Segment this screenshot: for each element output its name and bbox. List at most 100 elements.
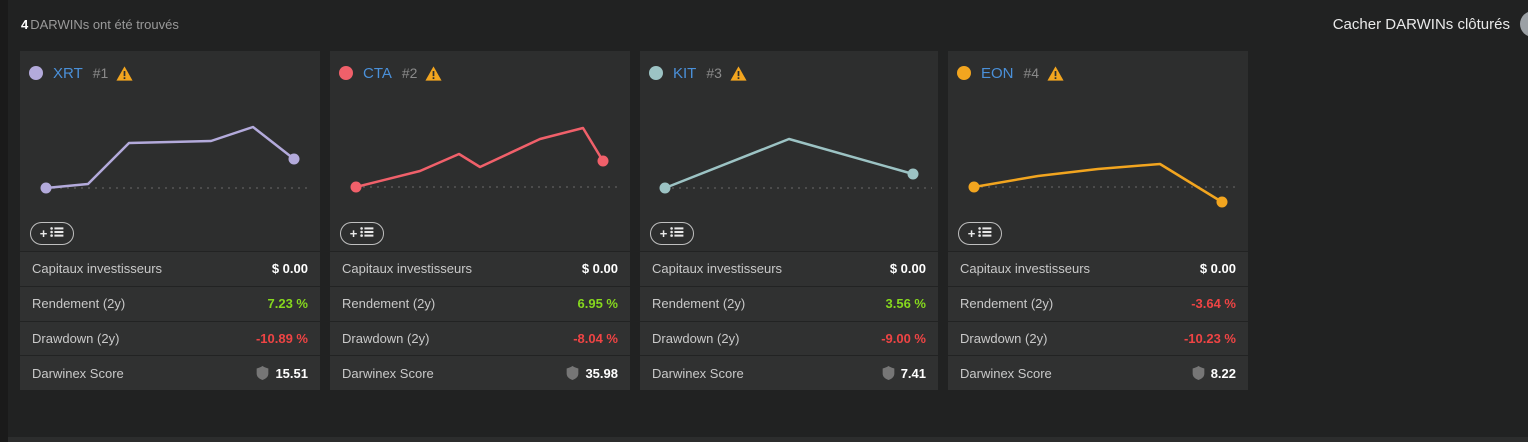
performance-sparkline-chart	[659, 137, 932, 194]
stat-value-capital: $ 0.00	[271, 261, 308, 277]
warning-icon[interactable]	[730, 65, 747, 81]
performance-sparkline-chart	[40, 125, 312, 194]
hide-closed-darwins-toggle-area: Cacher DARWINs clôturés	[1333, 11, 1528, 37]
darwin-rank: #1	[92, 65, 109, 81]
stat-value-score: 15.51	[275, 365, 308, 381]
add-to-watchlist-button[interactable]: +	[650, 222, 694, 245]
stat-value-capital: $ 0.00	[1199, 261, 1236, 277]
stat-value-drawdown: -10.89 %	[255, 330, 308, 346]
stat-value-capital: $ 0.00	[581, 261, 618, 277]
darwin-stats-table: Capitaux investisseurs $ 0.00 Rendement …	[640, 251, 938, 390]
stat-label: Rendement (2y)	[652, 296, 746, 312]
stat-value-drawdown: -8.04 %	[573, 330, 618, 346]
darwin-card: KIT #3 + Capitaux investisseurs $ 0.00 R…	[640, 51, 938, 390]
darwinex-score-shield-icon	[256, 366, 269, 381]
results-count-text: 4 DARWINs ont été trouvés	[21, 17, 179, 32]
plus-icon: +	[349, 225, 358, 241]
stat-value-return: -3.64 %	[1191, 296, 1236, 312]
darwin-ticker-link[interactable]: EON	[981, 64, 1014, 82]
stat-row-score: Darwinex Score 15.51	[20, 356, 320, 390]
results-count-label: DARWINs ont été trouvés	[30, 17, 179, 32]
darwin-ticker-link[interactable]: XRT	[53, 64, 83, 82]
darwinex-score-shield-icon	[566, 366, 579, 381]
add-to-list-icon	[978, 226, 992, 241]
darwin-card-header: EON #4	[948, 51, 1248, 95]
stat-label: Darwinex Score	[652, 365, 744, 381]
darwinex-score-shield-icon	[882, 366, 895, 381]
add-to-watchlist-button[interactable]: +	[30, 222, 74, 245]
darwin-rank: #4	[1023, 65, 1040, 81]
darwin-color-dot	[29, 66, 43, 80]
stat-value-score: 8.22	[1210, 365, 1236, 381]
darwin-card: EON #4 + Capitaux investisseurs $ 0.00 R…	[948, 51, 1248, 390]
warning-icon[interactable]	[425, 65, 443, 81]
plus-icon: +	[659, 225, 668, 241]
add-to-watchlist-button[interactable]: +	[340, 222, 384, 245]
hide-closed-darwins-label[interactable]: Cacher DARWINs clôturés	[1332, 15, 1510, 33]
stat-label: Capitaux investisseurs	[960, 261, 1091, 277]
stat-row-capital: Capitaux investisseurs $ 0.00	[640, 252, 938, 286]
stat-row-drawdown: Drawdown (2y) -9.00 %	[640, 321, 938, 356]
darwin-card-header: CTA #2	[330, 51, 630, 95]
hide-closed-darwins-toggle[interactable]	[1520, 11, 1528, 37]
stat-row-return: Rendement (2y) 7.23 %	[20, 286, 320, 321]
results-count-number: 4	[21, 17, 29, 32]
stat-row-return: Rendement (2y) -3.64 %	[948, 286, 1248, 321]
warning-icon[interactable]	[1047, 65, 1064, 81]
stat-label: Drawdown (2y)	[652, 330, 740, 346]
stat-value-score: 35.98	[585, 365, 618, 381]
stat-row-capital: Capitaux investisseurs $ 0.00	[20, 252, 320, 286]
stat-row-return: Rendement (2y) 6.95 %	[330, 286, 630, 321]
darwin-card: CTA #2 + Capitaux investisseurs $ 0.00 R…	[330, 51, 630, 390]
stat-value-drawdown: -9.00 %	[881, 330, 926, 346]
stat-row-capital: Capitaux investisseurs $ 0.00	[948, 252, 1248, 286]
stat-row-drawdown: Drawdown (2y) -10.23 %	[948, 321, 1248, 356]
stat-value-score: 7.41	[900, 365, 926, 381]
add-to-list-icon	[360, 226, 374, 241]
stat-row-score: Darwinex Score 35.98	[330, 356, 630, 390]
stat-label: Darwinex Score	[342, 365, 434, 381]
stat-row-drawdown: Drawdown (2y) -10.89 %	[20, 321, 320, 356]
darwin-rank: #2	[401, 65, 418, 81]
stat-label: Capitaux investisseurs	[32, 261, 163, 277]
stat-value-return: 3.56 %	[885, 296, 926, 312]
stat-label: Drawdown (2y)	[960, 330, 1048, 346]
darwin-card: XRT #1 + Capitaux investisseurs $ 0.00 R…	[20, 51, 320, 390]
warning-icon[interactable]	[116, 65, 133, 81]
darwin-stats-table: Capitaux investisseurs $ 0.00 Rendement …	[20, 251, 320, 390]
darwin-card-header: KIT #3	[640, 51, 938, 95]
add-to-list-icon	[50, 226, 64, 241]
darwin-ticker-link[interactable]: KIT	[673, 64, 697, 82]
darwin-color-dot	[649, 66, 663, 80]
darwin-stats-table: Capitaux investisseurs $ 0.00 Rendement …	[330, 251, 630, 390]
plus-icon: +	[967, 225, 976, 241]
stat-value-return: 7.23 %	[267, 296, 308, 312]
left-edge-strip	[0, 0, 8, 442]
add-to-watchlist-button[interactable]: +	[958, 222, 1002, 245]
stat-label: Capitaux investisseurs	[342, 261, 473, 277]
stat-label: Rendement (2y)	[342, 296, 436, 312]
stat-label: Rendement (2y)	[960, 296, 1054, 312]
stat-row-score: Darwinex Score 7.41	[640, 356, 938, 390]
performance-sparkline-chart	[350, 126, 622, 193]
darwin-color-dot	[339, 66, 353, 80]
stat-row-return: Rendement (2y) 3.56 %	[640, 286, 938, 321]
stat-label: Drawdown (2y)	[342, 330, 430, 346]
darwin-card-header: XRT #1	[20, 51, 320, 95]
stat-value-capital: $ 0.00	[889, 261, 926, 277]
stat-value-return: 6.95 %	[577, 296, 618, 312]
darwin-rank: #3	[706, 65, 722, 81]
stat-label: Capitaux investisseurs	[652, 261, 783, 277]
performance-sparkline-chart	[968, 162, 1240, 208]
stat-label: Rendement (2y)	[32, 296, 126, 312]
darwin-stats-table: Capitaux investisseurs $ 0.00 Rendement …	[948, 251, 1248, 390]
stat-label: Darwinex Score	[32, 365, 124, 381]
plus-icon: +	[39, 225, 48, 241]
stat-row-drawdown: Drawdown (2y) -8.04 %	[330, 321, 630, 356]
stat-label: Darwinex Score	[960, 365, 1052, 381]
stat-value-drawdown: -10.23 %	[1183, 330, 1236, 346]
stat-row-capital: Capitaux investisseurs $ 0.00	[330, 252, 630, 286]
darwin-ticker-link[interactable]: CTA	[363, 64, 392, 82]
stat-label: Drawdown (2y)	[32, 330, 120, 346]
